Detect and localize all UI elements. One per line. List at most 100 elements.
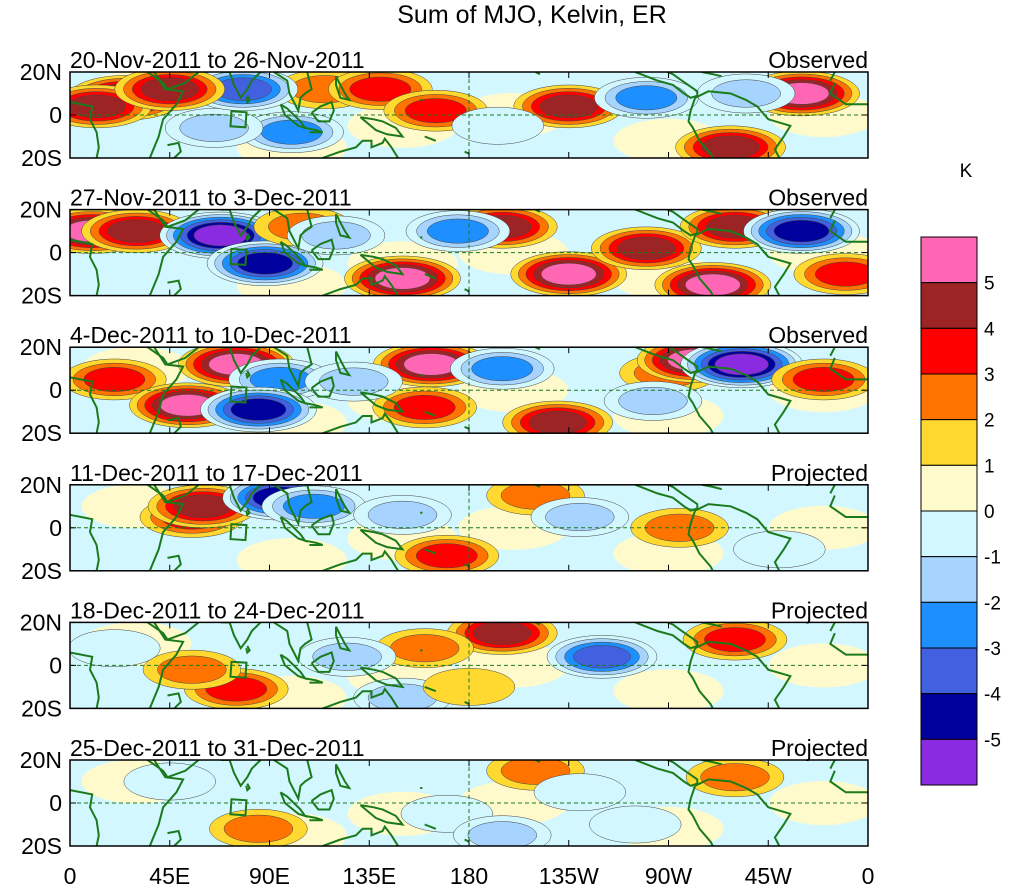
x-tick-label: 90W [645, 863, 693, 889]
colorbar-swatch [920, 693, 978, 740]
panel-date-range: 27-Nov-2011 to 3-Dec-2011 [70, 185, 352, 211]
anomaly-cold [297, 637, 397, 677]
contour-level [157, 655, 227, 684]
index-box [229, 798, 248, 817]
index-box [229, 110, 248, 129]
panel-field [70, 760, 868, 846]
contour-level [223, 814, 294, 843]
anomaly-warm [675, 125, 786, 158]
anomaly-cold [589, 805, 682, 844]
anomaly-warm [447, 622, 558, 655]
contour-level [714, 353, 769, 376]
anomaly-cold [239, 111, 344, 153]
contour-level [349, 76, 412, 102]
colorbar-label: 4 [984, 319, 995, 340]
anomaly-cold [164, 108, 264, 148]
contour-level [70, 94, 126, 119]
near-zero-patch [613, 669, 724, 709]
panel-date-range: 11-Dec-2011 to 17-Dec-2011 [70, 460, 363, 486]
y-tick-label: 20S [21, 833, 62, 859]
anomaly-warm [344, 255, 461, 296]
anomaly-cold [453, 815, 552, 846]
panel-status: Projected [771, 735, 868, 761]
contour-level [700, 763, 770, 792]
panel-date-range: 4-Dec-2011 to 10-Dec-2011 [70, 322, 352, 348]
colorbar-swatch [920, 738, 978, 786]
colorbar-label: 2 [984, 411, 995, 432]
contour-level [107, 219, 166, 243]
anomaly-cold [680, 347, 803, 389]
contour-level [545, 503, 615, 532]
y-tick-label: 20S [21, 420, 62, 446]
coastlines [70, 72, 868, 158]
colorbar-swatch [920, 327, 978, 375]
panel-status: Projected [771, 597, 868, 623]
contour-level [393, 394, 456, 420]
coastlines [70, 347, 868, 434]
colorbar-label: 1 [984, 456, 995, 477]
contour-level [528, 410, 587, 434]
x-tick-label: 135W [539, 863, 599, 889]
anomaly-cold [261, 485, 367, 528]
contour-level [615, 85, 678, 111]
panel-field [70, 209, 868, 296]
y-tick-label: 0 [49, 652, 62, 678]
contour-level [312, 642, 382, 671]
colorbar-swatch [920, 464, 978, 512]
colorbar-label: -2 [984, 593, 1001, 614]
index-box [229, 660, 248, 679]
anomaly-cold [353, 495, 452, 535]
y-tick-label: 0 [49, 377, 62, 403]
panel-status: Projected [771, 460, 868, 486]
contour-level [540, 262, 597, 286]
x-tick-label: 90E [249, 863, 290, 889]
colorbar-label: -5 [984, 730, 1001, 751]
index-box [229, 247, 248, 266]
contour-level [427, 218, 489, 244]
panel-date-range: 25-Dec-2011 to 31-Dec-2011 [70, 735, 365, 761]
anomaly-cold [405, 210, 511, 252]
coastlines [70, 484, 868, 571]
contour-level [814, 261, 868, 287]
panel-date-range: 18-Dec-2011 to 24-Dec-2011 [70, 597, 365, 623]
panel-status: Observed [768, 185, 868, 211]
x-tick-label: 45E [149, 863, 190, 889]
anomaly-cold [450, 347, 555, 390]
anomaly-warm [372, 386, 477, 429]
x-tick-label: 45W [745, 863, 793, 889]
anomaly-cold [603, 381, 703, 421]
anomaly-cold [304, 361, 403, 402]
y-tick-label: 20N [20, 609, 62, 635]
near-zero-patch [236, 538, 347, 571]
panel-1: 20N 0 20S 20-Nov-2011 to 26-Nov-2011 Observe… [20, 47, 869, 171]
y-tick-label: 0 [49, 515, 62, 541]
anomaly-warm [591, 226, 702, 270]
contour-level [701, 135, 760, 158]
contour-level [403, 353, 460, 376]
y-tick-label: 20N [20, 197, 62, 223]
contour-level [617, 236, 676, 260]
contour-level [684, 273, 741, 296]
colorbar-swatch [920, 236, 978, 284]
anomaly-cold [696, 73, 796, 114]
x-tick-label: 0 [862, 863, 875, 889]
contour-level [70, 629, 161, 668]
panel-5: 20N 0 20S 18-Dec-2011 to 24-Dec-2011 Project… [20, 597, 869, 721]
y-tick-label: 20N [20, 59, 62, 85]
colorbar-swatch [920, 556, 978, 603]
contour-level [237, 252, 293, 275]
colorbar-swatch [920, 647, 978, 695]
contour-level [389, 634, 460, 663]
contour-level [179, 113, 249, 142]
contour-level [533, 773, 626, 812]
anomaly-warm [375, 628, 474, 668]
panel-field [70, 347, 868, 434]
colorbar-label: 3 [984, 365, 995, 386]
y-tick-label: 20N [20, 747, 62, 773]
panel-field [70, 622, 868, 709]
index-box [229, 523, 248, 542]
contour-level [589, 805, 682, 844]
panel-field [70, 484, 868, 571]
contour-level [319, 367, 389, 396]
